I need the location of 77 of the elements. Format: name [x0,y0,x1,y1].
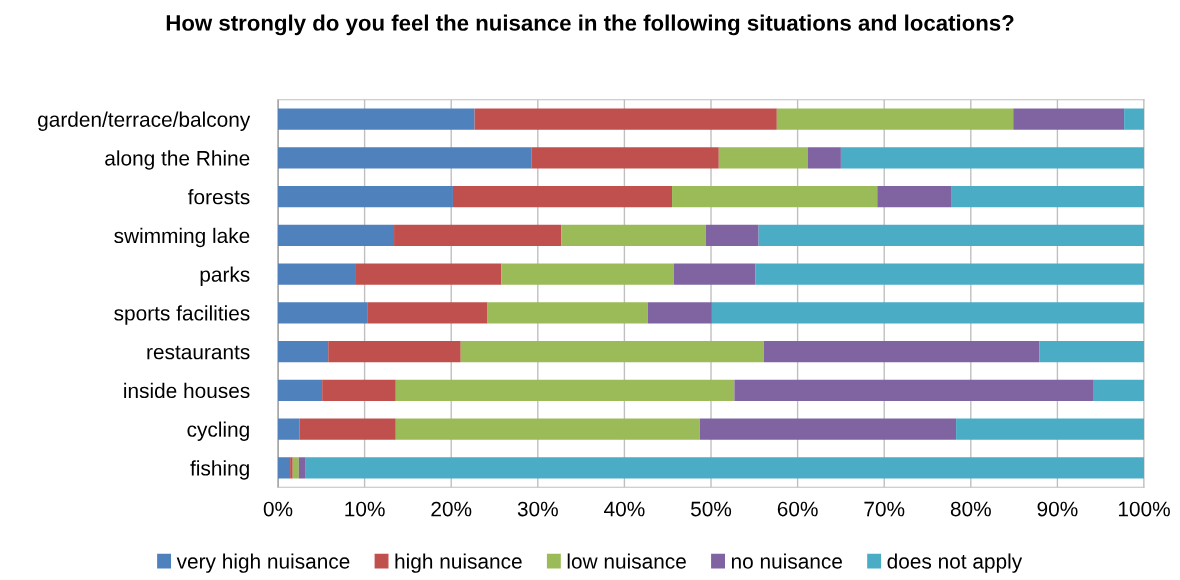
x-tick-label: 60% [777,501,818,517]
y-tick-label: forests [188,189,250,205]
bar [531,147,719,169]
bar [474,108,777,130]
bar [672,185,878,208]
y-tick-label: along the Rhine [105,150,250,170]
x-tick-label: 50% [690,501,732,517]
bar [755,263,1145,285]
bar [278,418,300,440]
legend-label: low nuisance [567,553,686,569]
bar [951,185,1145,208]
x-tick-label: 0% [263,501,293,517]
y-tick-label: sports facilities [114,305,250,325]
bar [278,147,532,169]
bar [290,457,293,479]
bar [298,457,306,479]
legend-label: very high nuisance [176,553,350,573]
bar [501,263,674,285]
x-tick-label: 70% [864,501,905,517]
bar [1124,108,1145,130]
bar [278,302,368,324]
y-tick-label: cycling [187,421,249,441]
bar [355,263,502,285]
chart-title: How strongly do you feel the nuisance in the following situations and locations? [166,14,1014,36]
legend-label: does not apply [887,553,1023,573]
y-tick-label: parks [200,266,250,286]
bar [763,340,1040,363]
bar [808,147,841,169]
x-tick-label: 40% [604,501,645,517]
bar [394,224,562,247]
bar [278,379,323,401]
bar [278,263,356,285]
bar [699,418,957,440]
bar [292,457,299,479]
bar [705,224,759,247]
y-tick-label: fishing [190,460,249,480]
bar [278,108,475,130]
bar [647,302,712,324]
legend-label: high nuisance [395,553,522,573]
bar [734,379,1094,401]
bar [487,302,648,324]
bar [395,379,735,401]
x-tick-label: 90% [1037,501,1078,517]
bar [956,418,1145,440]
bar [278,340,329,363]
bar [776,108,1014,130]
bar [299,418,396,440]
bar [1039,340,1145,363]
x-tick-label: 80% [950,501,991,517]
bar [322,379,396,401]
bar [1013,108,1125,130]
y-tick-label: restaurants [147,345,250,360]
bar [278,185,453,208]
x-tick-label: 100% [1118,501,1170,517]
x-tick-label: 20% [431,501,472,517]
x-tick-label: 10% [345,501,385,517]
bar [460,340,764,363]
y-tick-label: swimming lake [114,227,250,248]
bar [1093,379,1145,401]
bar [395,418,700,440]
y-tick-label: inside houses [124,382,250,399]
bar [305,457,1145,479]
bar [718,147,808,169]
bar [278,457,291,479]
bar [328,340,461,363]
bar [877,185,952,208]
y-tick-label: garden/terrace/balcony [38,111,251,131]
bar [758,224,1145,247]
bar [367,302,488,324]
x-tick-label: 30% [517,501,558,517]
bar [452,185,673,208]
bar [278,224,395,247]
bar [840,147,1145,169]
bar [561,224,706,247]
bar [673,263,756,285]
legend-label: no nuisance [731,553,842,569]
bar [711,302,1145,324]
